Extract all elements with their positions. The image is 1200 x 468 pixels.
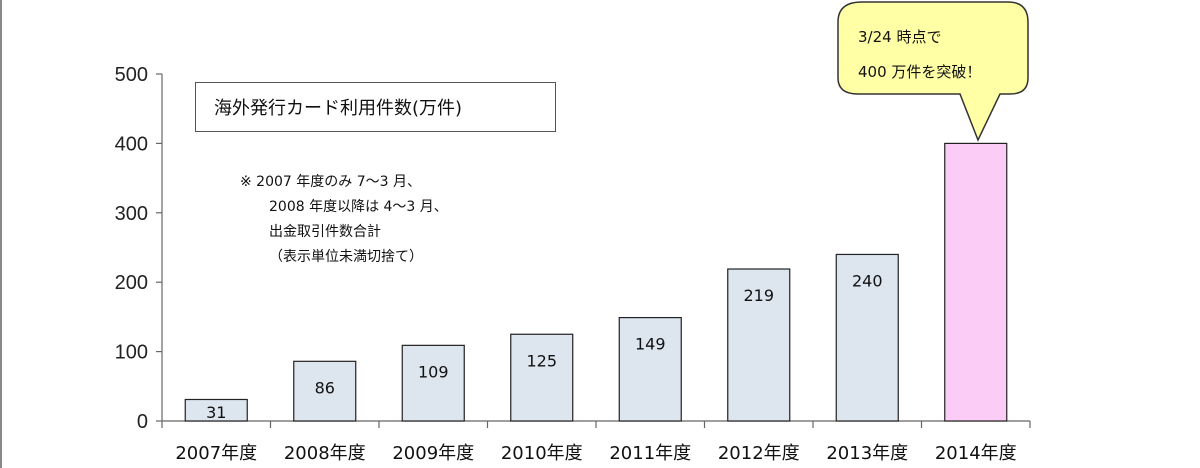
chart-labels: 0 100 200 300 400 500 31 2007年度 86 2008年度 109 2009年… [115,64,1017,464]
callout-text: 3/24 時点で 400 万件を突破！ [858,20,981,90]
y-tick-label: 0 [137,411,148,433]
bar-value-label: 240 [852,271,883,290]
y-tick-label: 100 [115,342,148,364]
bar-value-label: 109 [418,362,449,381]
footnote-line-1: ※ 2007 年度のみ 7～3 月、 [240,174,421,190]
x-category-label: 2011年度 [609,443,691,464]
x-category-label: 2007年度 [175,443,257,464]
bar [618,316,682,422]
x-category-label: 2013年度 [826,443,908,464]
legend-box: 海外発行カード利用件数(万件) [195,82,556,132]
bar [184,398,248,422]
x-category-label: 2010年度 [501,443,583,464]
x-category-label: 2009年度 [392,443,474,464]
bar-value-label: 86 [315,378,335,397]
callout-bubble [837,1,1029,142]
bar-value-label: 125 [526,351,557,370]
bar [293,360,357,422]
bar [401,344,465,422]
footnote-line-4: （表示単位未満切捨て） [269,249,423,265]
legend-label: 海外発行カード利用件数(万件) [214,98,463,119]
bar-value-label: 31 [206,403,226,422]
footnote-line-3: 出金取引件数合計 [269,224,381,240]
bar [835,253,899,422]
bar-value-label: 149 [635,335,666,354]
x-category-label: 2008年度 [284,443,366,464]
y-tick-label: 200 [115,272,148,294]
y-tick-label: 300 [115,203,148,225]
bar [944,142,1008,422]
y-tick-label: 500 [115,64,148,86]
y-tick-label: 400 [115,133,148,155]
bar-value-label: 219 [743,286,774,305]
x-category-label: 2014年度 [935,443,1017,464]
chart-bars [184,142,1008,422]
footnote-line-2: 2008 年度以降は 4～3 月、 [269,199,448,215]
frame-left-border [0,0,2,468]
callout-line-2: 400 万件を突破！ [858,63,982,81]
callout-line-1: 3/24 時点で [858,28,942,46]
footnote: ※ 2007 年度のみ 7～3 月、 2008 年度以降は 4～3 月、 出金取… [240,170,448,270]
bar [727,268,791,422]
bar [510,333,574,422]
x-category-label: 2012年度 [718,443,800,464]
